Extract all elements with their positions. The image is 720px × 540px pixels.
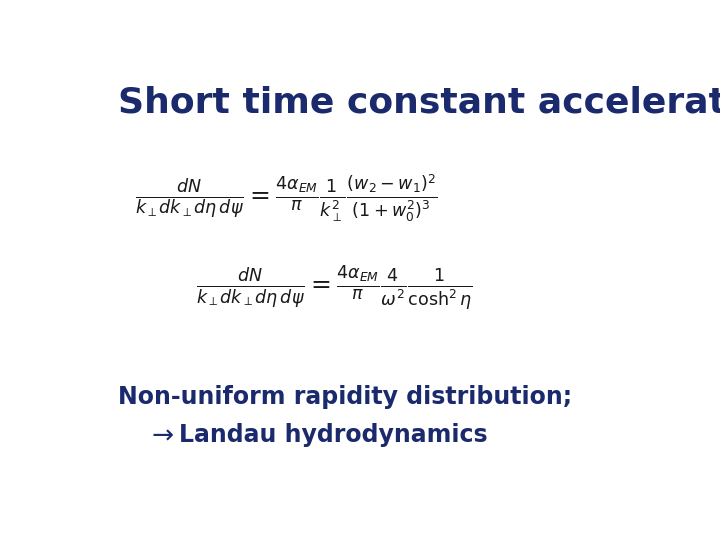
Text: $\frac{dN}{k_{\perp}dk_{\perp}d\eta\, d\psi} = \frac{4\alpha_{EM}}{\pi} \frac{1}: $\frac{dN}{k_{\perp}dk_{\perp}d\eta\, d\…: [135, 172, 438, 224]
Text: $\rightarrow$: $\rightarrow$: [145, 422, 174, 448]
Text: Landau hydrodynamics: Landau hydrodynamics: [179, 423, 488, 447]
Text: Non-uniform rapidity distribution;: Non-uniform rapidity distribution;: [118, 386, 572, 409]
Text: Short time constant acceleration: Short time constant acceleration: [118, 85, 720, 119]
Text: $\frac{dN}{k_{\perp}dk_{\perp}d\eta\, d\psi} = \frac{4\alpha_{EM}}{\pi} \frac{4}: $\frac{dN}{k_{\perp}dk_{\perp}d\eta\, d\…: [196, 265, 473, 314]
